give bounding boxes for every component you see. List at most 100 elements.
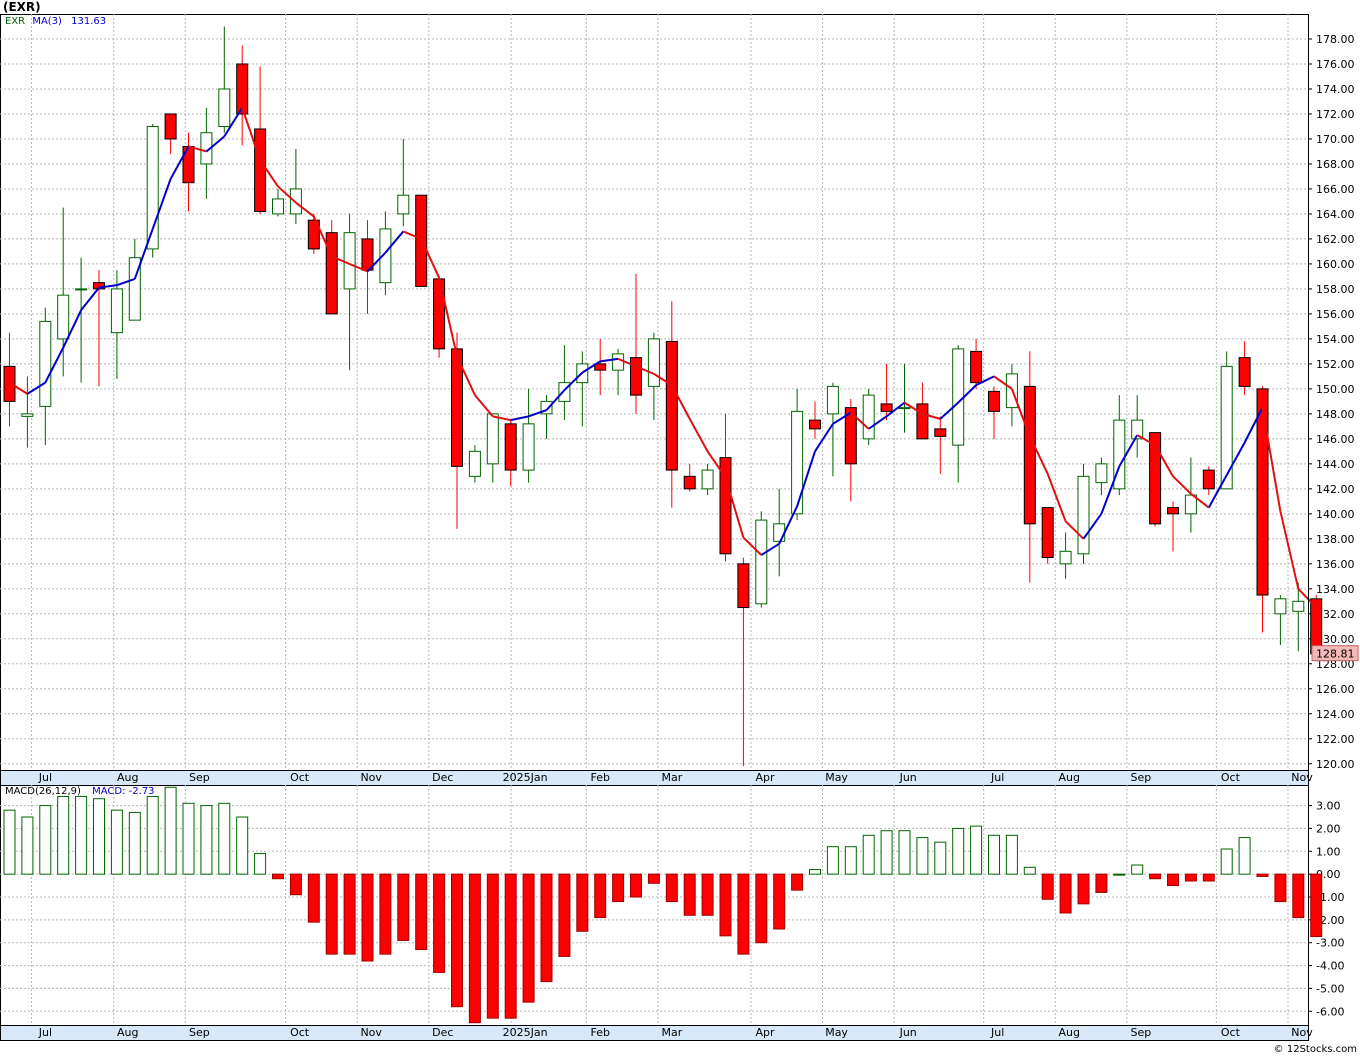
ma-line-segment [563, 371, 583, 391]
month-label-bottom: Jul [990, 1026, 1004, 1039]
macd-bar [665, 873, 678, 903]
ma-line-segment [188, 145, 207, 153]
macd-bar [504, 873, 517, 1019]
month-label-top: Jul [990, 771, 1004, 784]
macd-bar [719, 873, 732, 937]
macd-bar [1220, 848, 1233, 875]
ma-line-segment [1046, 473, 1067, 522]
month-label-top: Sep [1131, 771, 1152, 784]
candle-body [397, 194, 410, 215]
month-label-bottom: Sep [1131, 1026, 1152, 1039]
macd-bar [1184, 873, 1197, 882]
macd-bar [93, 798, 105, 875]
ma-line-segment [26, 381, 46, 395]
month-label-bottom: Jun [899, 1026, 917, 1039]
month-label-bottom: Jul [38, 1026, 52, 1039]
month-label-bottom: 2025Jan [503, 1026, 548, 1039]
candle-body [1131, 419, 1144, 440]
candle-body [433, 278, 446, 350]
candle-body [934, 428, 947, 437]
month-label-top: Aug [117, 771, 138, 784]
month-label-bottom: Dec [432, 1026, 453, 1039]
price-tick-label: 126.00 [1316, 683, 1355, 696]
macd-bar [934, 841, 947, 875]
macd-bar [1310, 873, 1323, 938]
ma-line-segment [1082, 513, 1103, 540]
candle-body [540, 400, 553, 415]
price-tick-label: 134.00 [1316, 583, 1355, 596]
macd-bar [737, 873, 750, 955]
ma-line-segment [778, 505, 799, 545]
ma-line-segment [832, 411, 852, 425]
candle-body [647, 338, 660, 387]
month-label-bottom: Aug [117, 1026, 138, 1039]
price-legend: EXR MA(3) 131.63 [5, 16, 106, 27]
month-label-top: Nov [360, 771, 382, 784]
price-panel [0, 14, 1309, 771]
macd-bar [128, 811, 141, 875]
ma-line-segment [8, 381, 28, 395]
candle-body [773, 523, 786, 542]
price-tick-label: 146.00 [1316, 433, 1355, 446]
month-label-bottom: Oct [290, 1026, 310, 1039]
candle-body [683, 475, 696, 490]
ma-line-segment [706, 450, 727, 479]
month-label-bottom: Oct [1221, 1026, 1241, 1039]
macd-bar [1238, 837, 1251, 875]
ma-line-segment [1100, 465, 1121, 515]
candle-body [630, 357, 642, 396]
ma-line-segment [205, 135, 225, 153]
candle-body [612, 353, 625, 371]
ma-line-segment [903, 401, 923, 415]
macd-bar [952, 827, 965, 875]
macd-bar [880, 830, 893, 875]
ma-line-segment [600, 357, 619, 363]
price-tick-label: 166.00 [1316, 183, 1355, 196]
macd-bar [916, 837, 929, 875]
macd-bar [1202, 873, 1215, 882]
price-tick-label: 160.00 [1316, 258, 1355, 271]
macd-bar [1059, 873, 1072, 914]
price-tick-label: 136.00 [1316, 558, 1355, 571]
ma-line-segment [349, 262, 368, 273]
month-label-bottom: Nov [360, 1026, 382, 1039]
month-label-top: 2025Jan [503, 771, 548, 784]
macd-bar [21, 816, 34, 875]
price-tick-label: 130.00 [1316, 633, 1355, 646]
ma-line-segment [1297, 588, 1317, 609]
candle-body [522, 423, 535, 471]
macd-bar [701, 873, 714, 916]
candle-body [1220, 365, 1233, 490]
macd-bar [1149, 873, 1162, 880]
candle-body [486, 413, 499, 465]
ma-line-segment [133, 228, 154, 280]
ma-line-segment [1118, 434, 1139, 467]
candle-body [809, 419, 821, 430]
month-label-top: Jul [38, 771, 52, 784]
macd-bar [361, 873, 374, 962]
macd-bar [1167, 873, 1179, 887]
ma-line-segment [1279, 511, 1300, 590]
macd-tick-label: 1.00 [1316, 845, 1341, 858]
price-tick-label: 152.00 [1316, 358, 1355, 371]
macd-bar [1077, 873, 1090, 905]
macd-bar [755, 873, 768, 944]
macd-bar [325, 873, 338, 955]
month-label-top: Jun [899, 771, 917, 784]
ma-line-segment [1261, 407, 1282, 512]
ma-line-segment [1243, 407, 1264, 444]
month-label-top: Mar [662, 771, 683, 784]
candle-body [737, 563, 750, 609]
ma-line-segment [492, 415, 511, 422]
ma-line-segment [814, 423, 834, 452]
candle-body [39, 320, 52, 407]
ma-line-segment [277, 185, 297, 204]
macd-bar [1005, 834, 1018, 875]
macd-bar [630, 873, 642, 898]
price-tick-label: 122.00 [1316, 733, 1355, 746]
macd-bar [826, 846, 839, 875]
macd-tick-label: -6.00 [1316, 1005, 1344, 1018]
ma-line-segment [62, 309, 83, 349]
candle-body [1167, 507, 1179, 515]
candle-body [1256, 388, 1269, 596]
